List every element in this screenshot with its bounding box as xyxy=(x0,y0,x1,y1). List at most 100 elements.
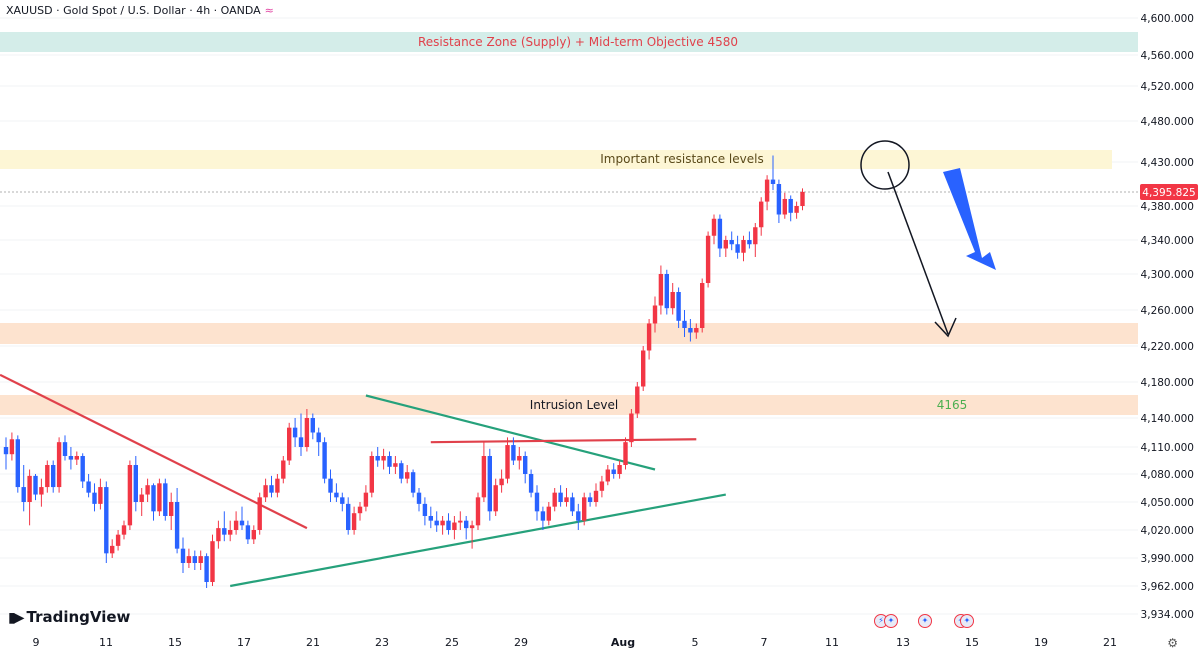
zones-layer: Resistance Zone (Supply) + Mid-term Obje… xyxy=(0,32,1138,415)
candle-body xyxy=(759,201,764,228)
candle-body xyxy=(115,534,121,546)
candle-body xyxy=(110,545,115,554)
important-resistance-zone xyxy=(0,150,1112,169)
trendlines-layer xyxy=(0,373,726,588)
price-tick-label: 4,080.000 xyxy=(1141,469,1194,481)
intrusion-level-label: Intrusion Level xyxy=(530,398,618,412)
candle-body xyxy=(658,274,664,306)
price-tick-label: 4,140.000 xyxy=(1141,413,1194,425)
candle-body xyxy=(764,179,770,202)
candle-body xyxy=(599,481,605,491)
event-us-flag-icon[interactable]: ✦ xyxy=(884,614,898,628)
candle-body xyxy=(747,240,752,245)
candle-body xyxy=(700,283,705,328)
projection-arrow-head xyxy=(934,317,957,338)
candle-body xyxy=(245,525,251,540)
date-tick-label: 17 xyxy=(237,636,251,649)
candle-body xyxy=(121,525,127,535)
candle-body xyxy=(346,503,351,530)
event-us-flag-icon[interactable]: ✦ xyxy=(918,614,932,628)
candle-body xyxy=(717,218,723,249)
tradingview-logo[interactable]: ▮▶ TradingView xyxy=(8,608,130,626)
candle-body xyxy=(635,386,640,414)
candle-body xyxy=(3,447,9,455)
candle-body xyxy=(15,439,20,488)
candle-body xyxy=(570,497,575,512)
candle-body xyxy=(540,511,546,521)
candle-body xyxy=(493,485,498,512)
candle-body xyxy=(676,292,681,321)
date-tick-label: 29 xyxy=(514,636,528,649)
candle-body xyxy=(523,456,528,474)
date-tick-label: 13 xyxy=(896,636,910,649)
candle-body xyxy=(198,556,203,563)
symbol-title-bar[interactable]: XAUUSD · Gold Spot / U.S. Dollar · 4h · … xyxy=(6,4,274,17)
gear-icon[interactable]: ⚙ xyxy=(1167,636,1178,650)
trendline xyxy=(230,493,726,588)
candle-body xyxy=(169,502,174,516)
candle-body xyxy=(369,456,374,493)
candle-body xyxy=(723,240,728,249)
trendline xyxy=(0,373,308,530)
candle-body xyxy=(617,465,622,474)
candle-body xyxy=(192,556,197,563)
candle-body xyxy=(646,323,652,351)
candle-body xyxy=(56,442,62,488)
candle-body xyxy=(469,525,475,529)
candle-body xyxy=(263,485,268,498)
last-price-badge xyxy=(1140,184,1198,200)
candle-body xyxy=(481,456,487,498)
price-tick-label: 4,220.000 xyxy=(1141,341,1194,353)
candle-body xyxy=(357,506,363,514)
candle-body xyxy=(688,328,693,333)
candle-body xyxy=(458,520,463,523)
intrusion-level-value: 4165 xyxy=(937,398,968,412)
date-tick-label: 21 xyxy=(1103,636,1117,649)
candle-body xyxy=(794,206,799,213)
candle-body xyxy=(275,478,280,493)
candle-body xyxy=(517,456,522,461)
candle-body xyxy=(741,240,746,253)
candle-body xyxy=(499,478,504,486)
candle-body xyxy=(228,530,233,535)
candle-body xyxy=(487,456,492,512)
candle-body xyxy=(9,439,15,455)
date-tick-label: 19 xyxy=(1034,636,1048,649)
candle-body xyxy=(475,497,481,526)
candle-body xyxy=(582,497,587,521)
candle-body xyxy=(351,513,357,530)
candle-body xyxy=(163,483,168,516)
candles-layer xyxy=(3,155,805,588)
intrusion-zone xyxy=(0,395,1138,415)
candle-body xyxy=(45,465,50,488)
price-tick-label: 3,934.000 xyxy=(1141,609,1194,621)
candle-body xyxy=(133,465,138,502)
candle-body xyxy=(711,218,717,236)
price-tick-label: 4,020.000 xyxy=(1141,525,1194,537)
event-us-flag-icon[interactable]: ✦ xyxy=(960,614,974,628)
candle-body xyxy=(269,485,274,493)
candle-body xyxy=(446,520,451,530)
candle-body xyxy=(86,481,91,493)
candle-body xyxy=(139,494,144,502)
candle-body xyxy=(528,474,534,493)
price-tick-label: 4,430.000 xyxy=(1141,157,1194,169)
price-tick-label: 3,990.000 xyxy=(1141,553,1194,565)
candle-body xyxy=(298,437,304,447)
candle-body xyxy=(39,487,44,495)
candle-body xyxy=(51,465,56,488)
date-tick-label: 5 xyxy=(692,636,699,649)
candle-body xyxy=(682,320,687,328)
candle-body xyxy=(546,506,551,521)
orange-support-zone xyxy=(0,323,1138,344)
candle-body xyxy=(257,497,262,530)
candle-body xyxy=(239,520,245,526)
candle-body xyxy=(251,530,256,540)
candle-body xyxy=(416,492,422,504)
candle-body xyxy=(694,328,699,333)
price-axis: 4,600.000 4,560.000 4,520.000 4,480.000 4,43… xyxy=(1141,13,1194,621)
candle-body xyxy=(375,456,380,461)
price-tick-label: 4,050.000 xyxy=(1141,497,1194,509)
candle-body xyxy=(393,463,398,467)
